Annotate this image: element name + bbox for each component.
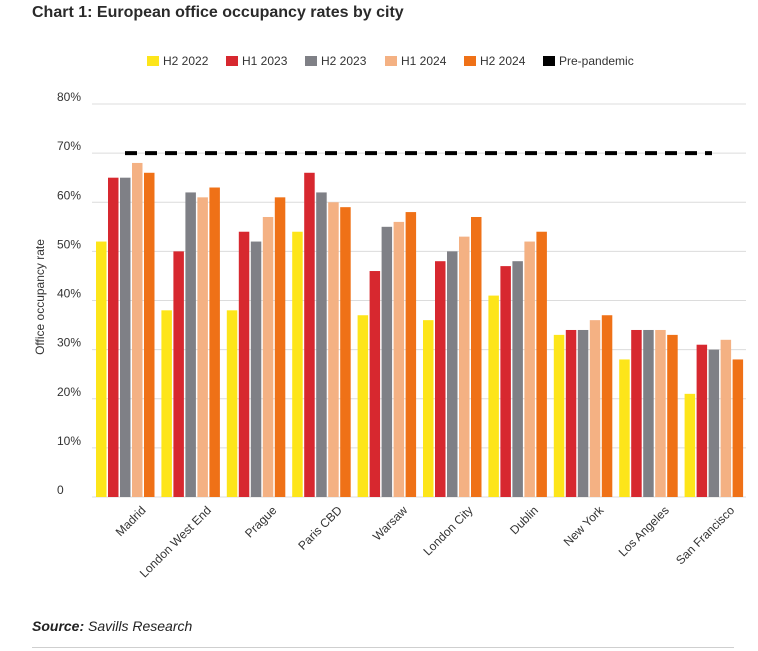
- bar: [536, 231, 547, 497]
- bar: [357, 315, 369, 497]
- bar: [720, 339, 732, 497]
- bar: [631, 329, 642, 497]
- bar: [262, 216, 274, 498]
- x-tick-label: Los Angeles: [616, 503, 672, 559]
- bar: [340, 207, 351, 497]
- bars: [96, 162, 744, 498]
- legend-swatch: [464, 56, 476, 66]
- x-tick-label: Dublin: [507, 503, 541, 537]
- y-tick-label: 30%: [57, 336, 81, 350]
- y-tick-label: 0: [57, 483, 64, 497]
- bottom-divider: [32, 647, 734, 648]
- x-tick-label: Prague: [242, 503, 279, 540]
- bar: [708, 349, 720, 497]
- bar: [209, 187, 220, 497]
- y-tick-labels: 0 10% 20% 30% 40% 50% 60% 70% 80%: [57, 90, 81, 497]
- bar: [471, 216, 482, 498]
- bar: [577, 329, 589, 497]
- bar: [328, 202, 339, 497]
- y-tick-label: 60%: [57, 188, 81, 202]
- legend-label: H2 2024: [480, 54, 526, 68]
- bar: [459, 236, 470, 497]
- bar: [369, 271, 381, 497]
- bar: [316, 192, 327, 498]
- bar: [226, 310, 238, 497]
- bar: [696, 344, 708, 497]
- bar: [185, 192, 196, 498]
- legend-swatch: [147, 56, 159, 66]
- legend-label: H1 2023: [242, 54, 288, 68]
- bar: [161, 310, 172, 497]
- y-tick-label: 40%: [57, 287, 81, 301]
- bar: [732, 359, 744, 497]
- bar: [643, 329, 654, 497]
- bar: [488, 295, 499, 497]
- legend-swatch: [305, 56, 317, 66]
- bar: [500, 266, 511, 497]
- y-tick-label: 80%: [57, 90, 81, 104]
- x-tick-label: Madrid: [113, 503, 149, 539]
- legend-label: Pre-pandemic: [559, 54, 634, 68]
- bar: [238, 231, 250, 497]
- legend-swatch: [543, 56, 555, 66]
- bar: [381, 226, 393, 497]
- bar: [120, 177, 131, 497]
- x-tick-label: San Francisco: [673, 503, 737, 567]
- legend: H2 2022 H1 2023 H2 2023 H1 2024 H2 2024 Pre-p…: [147, 54, 634, 68]
- source-label: Source:: [32, 618, 85, 634]
- bar: [565, 329, 577, 497]
- legend-swatch: [226, 56, 238, 66]
- bar: [435, 261, 446, 497]
- source-text: Savills Research: [88, 618, 193, 634]
- bar: [684, 393, 696, 497]
- bar: [250, 241, 262, 497]
- y-tick-label: 70%: [57, 139, 81, 153]
- bar: [619, 359, 630, 497]
- bar: [447, 251, 458, 497]
- x-tick-label: London City: [420, 503, 475, 558]
- legend-label: H2 2023: [321, 54, 367, 68]
- bar: [512, 261, 523, 497]
- bar: [553, 334, 565, 497]
- chart-title: Chart 1: European office occupancy rates…: [32, 4, 404, 21]
- bar: [304, 172, 315, 497]
- bar: [423, 320, 434, 497]
- bar: [173, 251, 184, 497]
- y-tick-label: 50%: [57, 237, 81, 251]
- x-tick-label: New York: [561, 503, 607, 549]
- y-axis-label: Office occupancy rate: [33, 239, 47, 355]
- bar: [405, 212, 417, 497]
- bar: [292, 231, 303, 497]
- bar: [144, 172, 155, 497]
- legend-swatch: [385, 56, 397, 66]
- bar: [589, 320, 601, 497]
- bar: [655, 329, 666, 497]
- bar: [274, 197, 286, 497]
- x-tick-label: Paris CBD: [295, 503, 345, 553]
- legend-label: H2 2022: [163, 54, 209, 68]
- bar: [96, 241, 107, 497]
- y-tick-label: 20%: [57, 385, 81, 399]
- bar: [667, 334, 678, 497]
- legend-label: H1 2024: [401, 54, 447, 68]
- bar: [601, 315, 613, 497]
- y-tick-label: 10%: [57, 434, 81, 448]
- bar: [108, 177, 119, 497]
- bar: [393, 221, 405, 497]
- bar: [197, 197, 208, 497]
- source-line: Source: Savills Research: [32, 618, 192, 634]
- x-tick-label: London West End: [137, 503, 214, 580]
- x-tick-label: Warsaw: [370, 503, 410, 543]
- bar: [524, 241, 535, 497]
- bar: [132, 162, 143, 497]
